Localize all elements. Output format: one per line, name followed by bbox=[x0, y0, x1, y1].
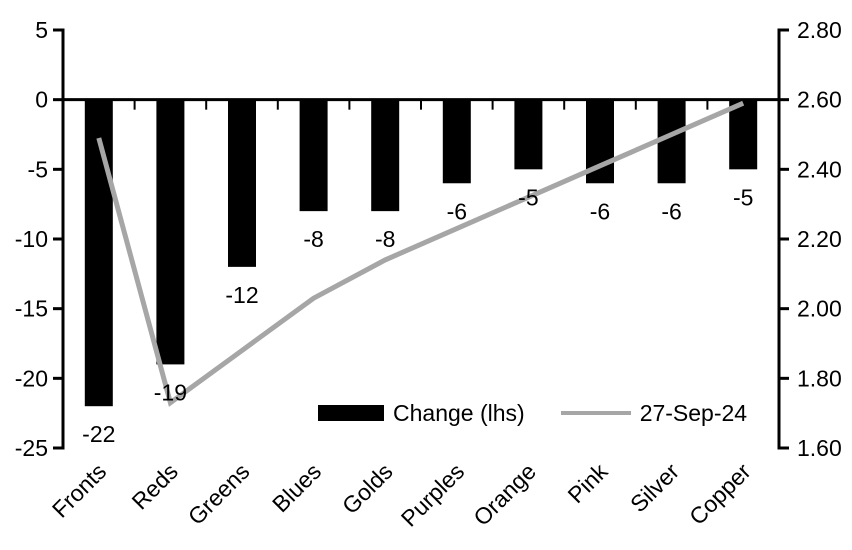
right-axis-tick-label: 2.00 bbox=[797, 296, 842, 322]
bar-data-label: -5 bbox=[518, 184, 538, 210]
left-axis-tick-label: -20 bbox=[15, 365, 48, 391]
legend-label-bar-series: Change (lhs) bbox=[393, 399, 525, 426]
right-axis-tick-label: 1.60 bbox=[797, 435, 842, 461]
bar-data-label: -6 bbox=[590, 198, 610, 224]
bar-data-label: -8 bbox=[375, 226, 395, 252]
bar-data-label: -5 bbox=[733, 184, 753, 210]
legend-label-line-series: 27-Sep-24 bbox=[639, 399, 748, 426]
category-label: Pink bbox=[563, 458, 613, 508]
left-axis-tick-label: 0 bbox=[35, 87, 48, 113]
category-label: Orange bbox=[468, 458, 541, 531]
left-axis-tick-label: -15 bbox=[15, 296, 48, 322]
left-axis-tick-label: -10 bbox=[15, 226, 48, 252]
legend-bar-swatch bbox=[318, 405, 384, 421]
bar-data-label: -6 bbox=[661, 198, 681, 224]
bar bbox=[371, 99, 400, 212]
bar bbox=[657, 99, 686, 184]
bar bbox=[84, 99, 113, 407]
right-axis-tick-label: 2.60 bbox=[797, 87, 842, 113]
bar bbox=[228, 99, 256, 267]
category-label: Copper bbox=[684, 458, 756, 530]
series-line bbox=[96, 100, 745, 407]
bar-data-label: -19 bbox=[154, 379, 187, 405]
right-axis-tick-label: 1.80 bbox=[797, 365, 842, 391]
category-label: Fronts bbox=[47, 458, 111, 522]
bar bbox=[299, 99, 328, 212]
category-label: Silver bbox=[625, 458, 684, 517]
left-axis-tick-label: -5 bbox=[28, 156, 48, 182]
left-axis-tick-label: -25 bbox=[15, 435, 48, 461]
bar bbox=[442, 99, 471, 184]
legend-line-swatch bbox=[560, 411, 631, 415]
category-label: Reds bbox=[127, 458, 183, 514]
right-axis-tick-label: 2.40 bbox=[797, 156, 842, 182]
bar bbox=[156, 99, 185, 365]
category-label: Blues bbox=[267, 458, 326, 517]
bar-data-label: -6 bbox=[447, 198, 467, 224]
right-axis-tick-label: 2.20 bbox=[797, 226, 842, 252]
right-axis-tick-label: 2.80 bbox=[797, 17, 842, 43]
bar bbox=[514, 99, 543, 170]
category-label: Greens bbox=[183, 458, 255, 530]
left-axis-tick-label: 5 bbox=[35, 17, 48, 43]
bar-data-label: -22 bbox=[82, 421, 115, 447]
bar bbox=[729, 99, 758, 170]
category-label: Purples bbox=[396, 458, 470, 532]
category-label: Golds bbox=[337, 458, 398, 519]
bar-data-label: -8 bbox=[303, 226, 323, 252]
bar-data-label: -12 bbox=[225, 282, 258, 308]
legend: Change (lhs) 27-Sep-24 bbox=[318, 400, 747, 426]
